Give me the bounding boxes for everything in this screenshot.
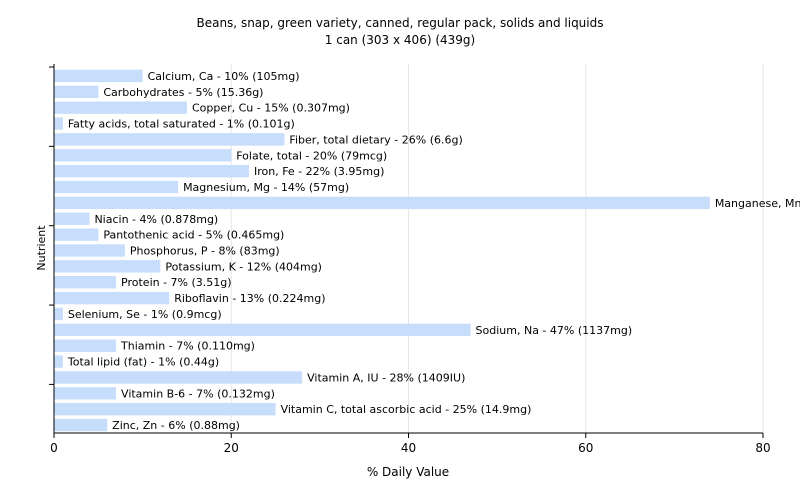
bar-label: Magnesium, Mg - 14% (57mg) (183, 181, 349, 194)
bar (54, 403, 276, 416)
bar (54, 180, 179, 194)
bar (54, 228, 99, 241)
bar-label: Fiber, total dietary - 26% (6.6g) (289, 133, 462, 146)
bar-label: Phosphorus, P - 8% (83mg) (130, 245, 280, 258)
bar-label: Protein - 7% (3.51g) (121, 276, 232, 289)
bar-label: Total lipid (fat) - 1% (0.44g) (67, 356, 219, 369)
bar-label: Sodium, Na - 47% (1137mg) (476, 324, 633, 337)
chart-subtitle: 1 can (303 x 406) (439g) (325, 33, 475, 47)
bar (54, 244, 125, 257)
bar (54, 69, 143, 83)
bar-label: Thiamin - 7% (0.110mg) (120, 340, 255, 353)
bar-label: Carbohydrates - 5% (15.36g) (103, 86, 263, 99)
bar (54, 323, 471, 337)
bar-label: Niacin - 4% (0.878mg) (94, 213, 218, 226)
bar (54, 276, 117, 289)
bar (54, 387, 117, 400)
axes: 0 20 40 60 80 (49, 64, 771, 455)
bar-label: Zinc, Zn - 6% (0.88mg) (112, 419, 240, 432)
bar-label: Folate, total - 20% (79mcg) (236, 149, 387, 162)
bar-label: Riboflavin - 13% (0.224mg) (174, 292, 325, 305)
bar (54, 101, 187, 114)
bar (54, 418, 108, 432)
bar (54, 339, 117, 352)
bar-label: Iron, Fe - 22% (3.95mg) (254, 165, 384, 178)
x-tick-label: 60 (578, 441, 593, 455)
bar-label: Vitamin A, IU - 28% (1409IU) (307, 371, 465, 384)
bar (54, 133, 285, 146)
bar (54, 85, 99, 98)
x-tick-label: 80 (755, 441, 770, 455)
bar-label: Copper, Cu - 15% (0.307mg) (192, 102, 350, 115)
x-tick-label: 40 (401, 441, 416, 455)
bar-label: Vitamin C, total ascorbic acid - 25% (14… (281, 403, 532, 416)
bar (54, 371, 303, 384)
bar-label: Pantothenic acid - 5% (0.465mg) (103, 229, 284, 242)
bar (54, 212, 90, 225)
bar (54, 164, 249, 178)
bar-label: Selenium, Se - 1% (0.9mcg) (68, 308, 222, 321)
bar-label: Potassium, K - 12% (404mg) (165, 260, 322, 273)
bar (54, 149, 232, 162)
bar (54, 260, 161, 273)
bar (54, 307, 63, 321)
bar (54, 355, 63, 368)
bar (54, 196, 710, 210)
x-axis-title: % Daily Value (367, 465, 449, 479)
bar-label: Manganese, Mn - 74% (1.471mg) (715, 197, 800, 210)
chart-title: Beans, snap, green variety, canned, regu… (196, 16, 603, 30)
bar-label: Calcium, Ca - 10% (105mg) (148, 70, 300, 83)
bar (54, 117, 63, 130)
bar (54, 291, 170, 305)
bar-label: Fatty acids, total saturated - 1% (0.101… (68, 118, 295, 131)
x-tick-label: 0 (50, 441, 58, 455)
bars: Calcium, Ca - 10% (105mg) Carbohydrates -… (54, 69, 800, 432)
y-axis-title: Nutrient (35, 225, 48, 271)
x-tick-label: 20 (224, 441, 239, 455)
bar-label: Vitamin B-6 - 7% (0.132mg) (121, 387, 275, 400)
